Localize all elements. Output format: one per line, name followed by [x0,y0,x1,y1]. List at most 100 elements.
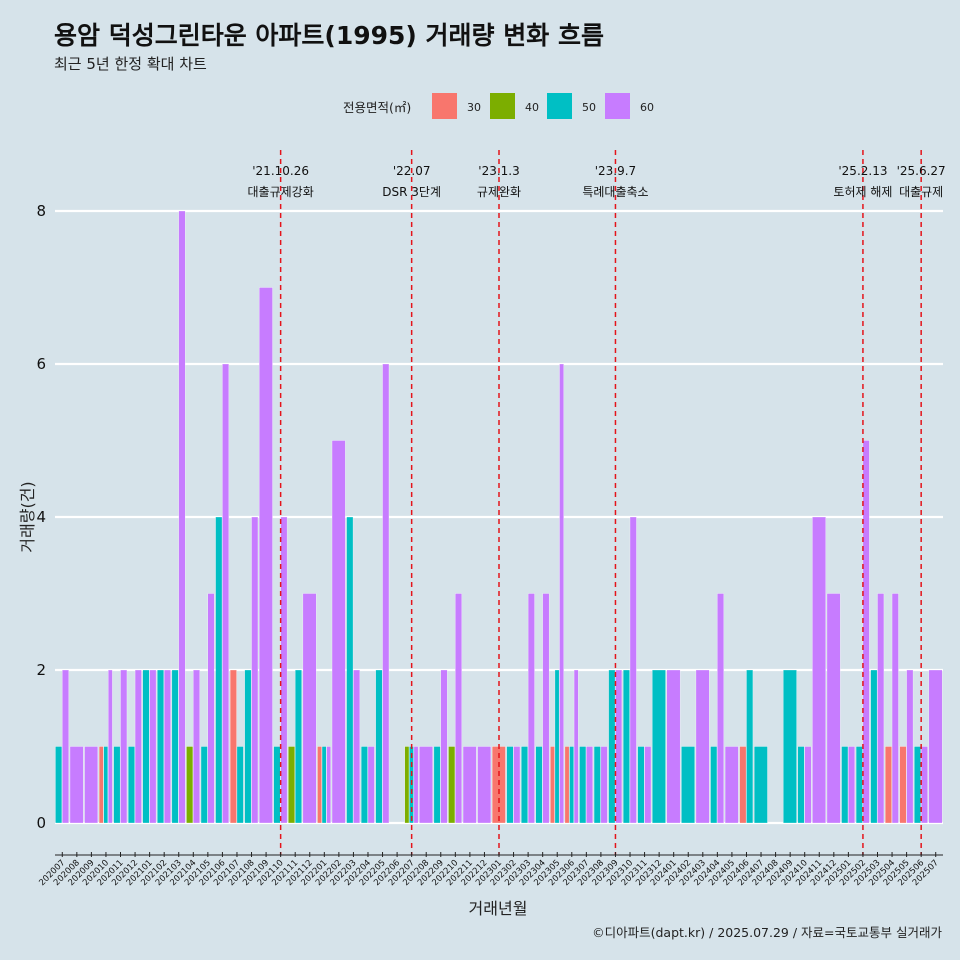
bar [550,746,555,824]
bar [62,669,69,824]
bar [841,746,849,824]
event-date: '25.6.27 [897,164,946,178]
event-date: '25.2.13 [838,164,887,178]
bar [134,669,142,824]
bar [573,669,579,824]
x-axis-title: 거래년월 [469,899,528,918]
bar [783,669,797,824]
legend-key [490,93,515,119]
bar [681,746,695,824]
bar [652,669,666,824]
bar [906,669,914,824]
bar [797,746,805,824]
bar [855,746,863,824]
bar [593,746,601,824]
bar [513,746,521,824]
bar [564,746,570,824]
bar [608,669,616,824]
bar [739,746,747,824]
bar [862,440,870,824]
bar [193,669,200,824]
bar [317,746,322,824]
bar [600,746,608,824]
bar [629,516,637,824]
bar [928,669,943,824]
bar [103,746,108,824]
bar [914,746,921,824]
legend-title: 전용면적(㎡) [343,100,411,115]
event-label: 규제완화 [477,185,521,199]
event-date: '21.10.26 [252,164,309,178]
bar [69,746,84,824]
bar [171,669,179,824]
bar [615,669,623,824]
bar [259,287,273,824]
bar [885,746,892,824]
bar [215,516,223,824]
bar [746,669,754,824]
y-axis-title: 거래량(건) [18,481,37,552]
y-tick-label: 0 [36,814,46,832]
y-tick-label: 2 [36,661,46,679]
legend-label: 60 [640,101,654,114]
bar [724,746,739,824]
bar [149,669,157,824]
legend-key [605,93,630,119]
bar [477,746,492,824]
event-label: 대출규제강화 [248,185,314,199]
bar [899,746,907,824]
bar [812,516,826,824]
bar [462,746,477,824]
bar [695,669,710,824]
bar [404,746,410,824]
bar [666,669,681,824]
legend-label: 30 [467,101,481,114]
grid-lines [55,209,943,825]
legend: 전용면적(㎡) 30 40 50 60 [343,93,654,119]
bar [637,746,645,824]
bar [569,746,574,824]
bar [375,669,383,824]
bar [419,746,433,824]
bar [586,746,593,824]
bar [200,746,208,824]
bar [236,746,244,824]
bar [433,746,441,824]
bar [55,746,63,824]
bar [360,746,368,824]
bar [754,746,768,824]
bar [644,746,652,824]
chart-title: 용암 덕성그린타운 아파트(1995) 거래량 변화 흐름 [54,21,604,50]
bar [251,516,259,824]
bar [535,746,543,824]
bar [891,593,899,824]
bar [826,593,841,824]
bar [98,746,104,824]
bar [448,746,456,824]
bar [186,746,194,824]
event-label: 대출규제 [899,185,943,199]
legend-label: 40 [525,101,539,114]
bar [367,746,375,824]
bars [55,210,943,824]
bar [295,669,302,824]
bar [579,746,587,824]
bar [142,669,150,824]
y-tick-label: 4 [36,508,46,526]
bar [244,669,252,824]
bar [623,669,630,824]
bar [455,593,462,824]
bar [710,746,718,824]
event-markers: '21.10.26 대출규제강화 '22.07 DSR 3단계 '23.1.3 규제완화 '… [248,150,946,855]
source-credit: ©디아파트(dapt.kr) / 2025.07.29 / 자료=국토교통부 실… [592,925,942,940]
bar [554,669,560,824]
bar [542,593,550,824]
legend-label: 50 [582,101,596,114]
bar [288,746,295,824]
bar [321,746,327,824]
event-label: DSR 3단계 [382,185,441,199]
bar [273,746,281,824]
y-tick-label: 6 [36,355,46,373]
